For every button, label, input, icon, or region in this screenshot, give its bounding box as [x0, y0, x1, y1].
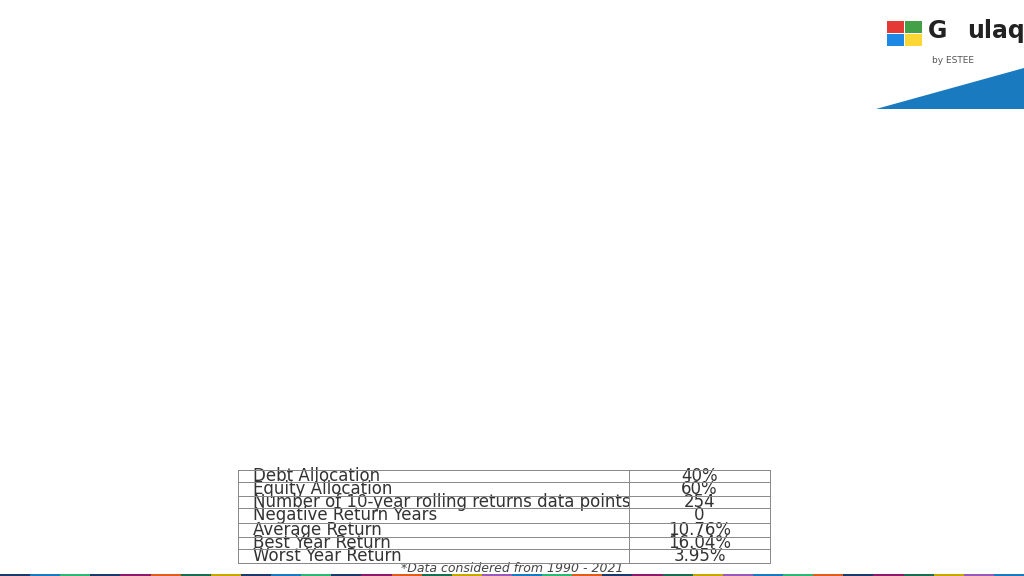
- FancyBboxPatch shape: [180, 574, 211, 576]
- Text: Number of 10-year rolling returns data points: Number of 10-year rolling returns data p…: [253, 492, 631, 511]
- FancyBboxPatch shape: [271, 574, 301, 576]
- FancyBboxPatch shape: [633, 574, 663, 576]
- Text: 3.95%: 3.95%: [673, 547, 726, 565]
- FancyBboxPatch shape: [692, 574, 723, 576]
- Text: 60-40 Benchmark, 10-year Rolling Returns: 60-40 Benchmark, 10-year Rolling Returns: [0, 36, 873, 74]
- FancyBboxPatch shape: [512, 574, 542, 576]
- FancyBboxPatch shape: [241, 574, 271, 576]
- FancyBboxPatch shape: [903, 574, 934, 576]
- FancyBboxPatch shape: [888, 34, 904, 46]
- FancyBboxPatch shape: [572, 574, 602, 576]
- Text: 254: 254: [684, 492, 716, 511]
- FancyBboxPatch shape: [813, 574, 844, 576]
- Polygon shape: [819, 0, 1024, 109]
- FancyBboxPatch shape: [934, 574, 964, 576]
- FancyBboxPatch shape: [422, 574, 452, 576]
- Text: G: G: [928, 18, 947, 43]
- FancyBboxPatch shape: [301, 574, 332, 576]
- FancyBboxPatch shape: [211, 574, 241, 576]
- Text: 16.04%: 16.04%: [668, 534, 731, 552]
- Text: 40%: 40%: [681, 467, 718, 485]
- FancyBboxPatch shape: [121, 574, 151, 576]
- FancyBboxPatch shape: [482, 574, 512, 576]
- FancyBboxPatch shape: [753, 574, 783, 576]
- FancyBboxPatch shape: [0, 574, 30, 576]
- Text: Average Return: Average Return: [253, 521, 382, 539]
- FancyBboxPatch shape: [361, 574, 391, 576]
- Text: Worst Year Return: Worst Year Return: [253, 547, 401, 565]
- FancyBboxPatch shape: [151, 574, 180, 576]
- FancyBboxPatch shape: [542, 574, 572, 576]
- FancyBboxPatch shape: [994, 574, 1024, 576]
- Text: 60%: 60%: [681, 480, 718, 498]
- FancyBboxPatch shape: [844, 574, 873, 576]
- FancyBboxPatch shape: [602, 574, 633, 576]
- Text: Equity Allocation: Equity Allocation: [253, 480, 392, 498]
- Text: Best Year Return: Best Year Return: [253, 534, 391, 552]
- FancyBboxPatch shape: [60, 574, 90, 576]
- Text: ulaq: ulaq: [968, 18, 1024, 43]
- Text: 10.76%: 10.76%: [668, 521, 731, 539]
- FancyBboxPatch shape: [663, 574, 692, 576]
- FancyBboxPatch shape: [723, 574, 753, 576]
- FancyBboxPatch shape: [873, 574, 903, 576]
- FancyBboxPatch shape: [391, 574, 422, 576]
- FancyBboxPatch shape: [888, 21, 904, 33]
- FancyBboxPatch shape: [905, 21, 922, 33]
- FancyBboxPatch shape: [30, 574, 60, 576]
- Text: 0: 0: [694, 506, 705, 524]
- FancyBboxPatch shape: [905, 34, 922, 46]
- FancyBboxPatch shape: [783, 574, 813, 576]
- FancyBboxPatch shape: [332, 574, 361, 576]
- FancyBboxPatch shape: [964, 574, 994, 576]
- FancyBboxPatch shape: [452, 574, 482, 576]
- Text: Negative Return Years: Negative Return Years: [253, 506, 437, 524]
- Text: by ESTEE: by ESTEE: [932, 56, 974, 65]
- Text: *Data considered from 1990 - 2021: *Data considered from 1990 - 2021: [400, 562, 624, 575]
- Polygon shape: [876, 68, 1024, 109]
- Text: Debt Allocation: Debt Allocation: [253, 467, 380, 485]
- FancyBboxPatch shape: [90, 574, 121, 576]
